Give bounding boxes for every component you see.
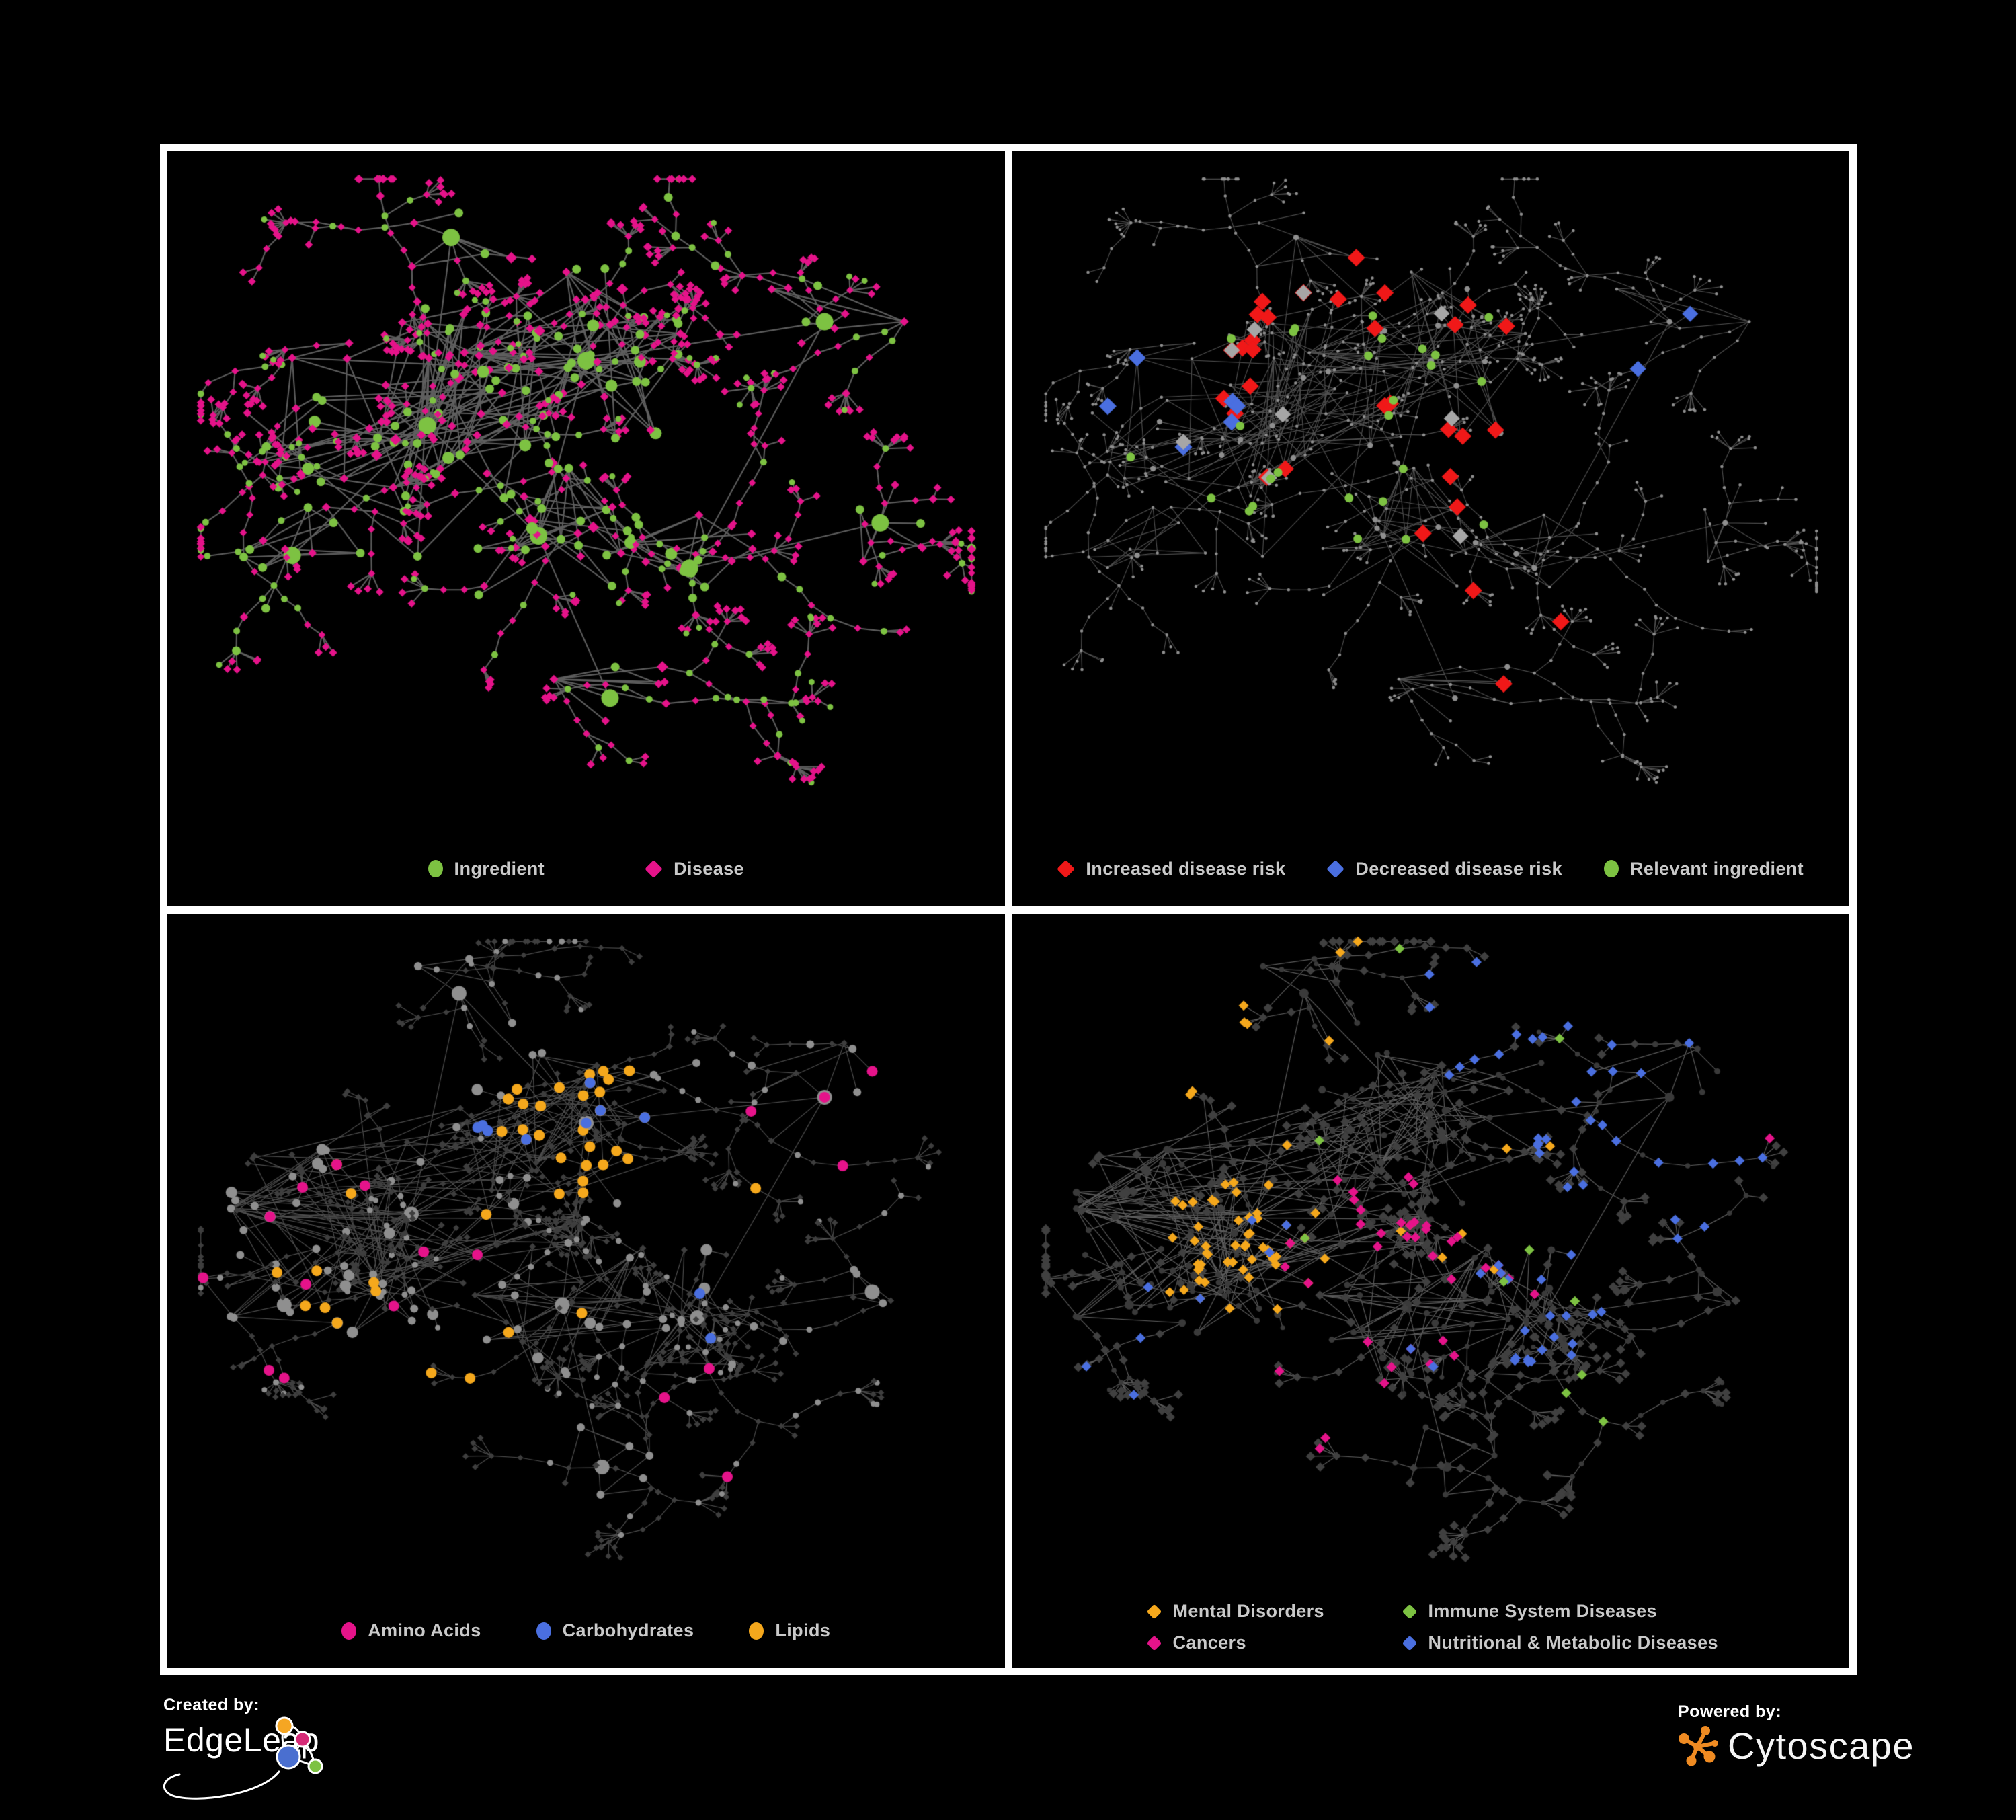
legend-item-decreased-risk: Decreased disease risk xyxy=(1326,858,1562,879)
cancers-diamond-marker xyxy=(1146,1635,1162,1651)
legend-label-mental-disorders: Mental Disorders xyxy=(1172,1601,1324,1621)
immune-system-diseases-diamond-marker xyxy=(1402,1604,1417,1619)
cytoscape-network-icon xyxy=(1679,1726,1718,1766)
legend-compound-classes: Amino Acids Carbohydrates Lipids xyxy=(167,1620,1005,1641)
created-by-label: Created by: xyxy=(163,1696,260,1714)
legend-disease-risk: Increased disease risk Decreased disease… xyxy=(1012,859,1850,879)
legend-item-disease: Disease xyxy=(645,859,744,879)
network-canvas-disease-categories xyxy=(1012,913,1849,1668)
edgeleap-network-icon xyxy=(275,1716,323,1774)
amino-acids-circle-marker xyxy=(341,1622,357,1640)
panel-disease-category-network: Mental Disorders Immune System Diseases … xyxy=(1012,913,1850,1668)
cytoscape-logo: Cytoscape xyxy=(1678,1723,1914,1768)
decreased-risk-diamond-marker xyxy=(1326,859,1345,878)
legend-item-ingredient: Ingredient xyxy=(428,859,545,879)
legend-disease-categories: Mental Disorders Immune System Diseases … xyxy=(1012,1601,1850,1653)
network-canvas-compound-classes xyxy=(167,913,1005,1668)
panel-grid: Ingredient Disease Increased disease ris… xyxy=(160,144,1857,1675)
legend-label-lipids: Lipids xyxy=(775,1620,831,1640)
disease-diamond-marker xyxy=(645,859,663,878)
nutritional-metabolic-diamond-marker xyxy=(1402,1635,1417,1651)
legend-label-amino-acids: Amino Acids xyxy=(368,1620,481,1640)
legend-label-ingredient: Ingredient xyxy=(454,858,545,879)
cytoscape-wordmark: Cytoscape xyxy=(1728,1724,1915,1767)
legend-label-carbohydrates: Carbohydrates xyxy=(562,1620,694,1640)
legend-ingredient-disease: Ingredient Disease xyxy=(167,859,1005,879)
cytoscape-credit: Powered by: Cytoscape xyxy=(1678,1702,1914,1768)
powered-by-label: Powered by: xyxy=(1678,1702,1782,1721)
legend-item-increased-risk: Increased disease risk xyxy=(1057,859,1285,879)
edgeleap-credit: Created by: EdgeLeap xyxy=(163,1696,323,1800)
edgeleap-swoosh xyxy=(163,1770,280,1800)
relevant-ingredient-circle-marker xyxy=(1603,860,1619,877)
legend-item-carbohydrates: Carbohydrates xyxy=(536,1620,694,1641)
edgeleap-logo: EdgeLeap xyxy=(163,1716,323,1800)
legend-item-relevant-ingredient: Relevant ingredient xyxy=(1603,858,1804,879)
panel-disease-risk-network: Increased disease risk Decreased disease… xyxy=(1012,151,1850,906)
lipids-circle-marker xyxy=(749,1622,764,1640)
legend-item-cancers: Cancers xyxy=(1146,1632,1402,1653)
legend-item-immune-system-diseases: Immune System Diseases xyxy=(1402,1601,1718,1622)
panel-compound-class-network: Amino Acids Carbohydrates Lipids xyxy=(167,913,1005,1668)
legend-label-immune-system-diseases: Immune System Diseases xyxy=(1428,1601,1657,1621)
legend-item-lipids: Lipids xyxy=(749,1620,830,1641)
legend-label-relevant-ingredient: Relevant ingredient xyxy=(1629,858,1804,879)
legend-label-nutritional-metabolic-diseases: Nutritional & Metabolic Diseases xyxy=(1428,1632,1718,1653)
legend-label-cancers: Cancers xyxy=(1172,1632,1246,1653)
legend-item-amino-acids: Amino Acids xyxy=(341,1620,481,1641)
legend-label-increased-risk: Increased disease risk xyxy=(1086,858,1286,879)
network-canvas-disease-risk xyxy=(1012,151,1849,906)
carbohydrates-circle-marker xyxy=(536,1622,551,1640)
legend-label-disease: Disease xyxy=(674,858,744,879)
increased-risk-diamond-marker xyxy=(1057,859,1076,878)
legend-item-nutritional-metabolic-diseases: Nutritional & Metabolic Diseases xyxy=(1402,1632,1718,1653)
mental-disorders-diamond-marker xyxy=(1146,1604,1162,1619)
legend-item-mental-disorders: Mental Disorders xyxy=(1146,1601,1402,1622)
network-canvas-ingredient-disease xyxy=(167,151,1005,906)
panel-ingredient-disease-network: Ingredient Disease xyxy=(167,151,1005,906)
ingredient-circle-marker xyxy=(428,860,443,877)
legend-label-decreased-risk: Decreased disease risk xyxy=(1355,858,1562,879)
